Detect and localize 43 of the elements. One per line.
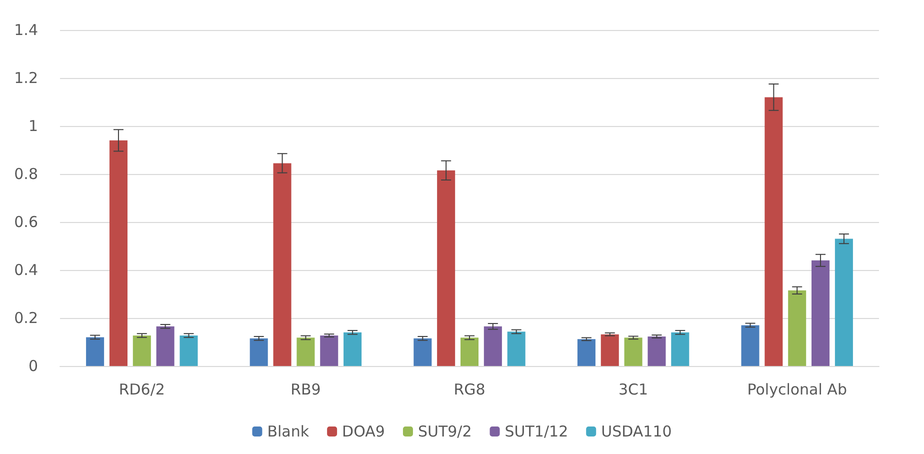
y-tick-label: 0.6 bbox=[14, 213, 38, 231]
bar bbox=[812, 260, 830, 366]
bar bbox=[86, 337, 104, 366]
bar bbox=[296, 338, 315, 366]
x-tick-label: RD6/2 bbox=[118, 380, 165, 398]
bar bbox=[156, 326, 174, 366]
bar bbox=[507, 332, 526, 366]
bar bbox=[250, 338, 268, 366]
bar bbox=[624, 338, 642, 366]
y-tick-label: 0.8 bbox=[14, 165, 38, 183]
bar bbox=[180, 336, 198, 366]
bar bbox=[788, 290, 806, 366]
bar bbox=[600, 334, 619, 366]
bar bbox=[414, 338, 432, 366]
y-tick-label: 0.4 bbox=[14, 261, 38, 279]
bar bbox=[109, 140, 128, 366]
bar bbox=[320, 336, 338, 366]
bar bbox=[460, 338, 479, 366]
x-tick-label: Polyclonal Ab bbox=[747, 380, 847, 398]
x-tick-label: 3C1 bbox=[618, 380, 648, 398]
bar bbox=[273, 163, 292, 366]
bar bbox=[437, 170, 456, 366]
bar bbox=[834, 238, 853, 366]
y-tick-label: 1.4 bbox=[14, 21, 38, 39]
bar bbox=[577, 339, 596, 366]
bar bbox=[741, 325, 760, 366]
x-tick-label: RB9 bbox=[290, 380, 321, 398]
bar bbox=[764, 97, 783, 366]
bar bbox=[344, 332, 362, 366]
y-tick-label: 0 bbox=[28, 357, 38, 375]
legend-label: SUT9/2 bbox=[418, 422, 472, 440]
y-tick-label: 0.2 bbox=[14, 309, 38, 327]
legend-label: USDA110 bbox=[601, 422, 672, 440]
bar bbox=[484, 326, 502, 366]
y-tick-label: 1 bbox=[28, 117, 38, 135]
legend-label: SUT1/12 bbox=[504, 422, 568, 440]
legend-label: Blank bbox=[267, 422, 310, 440]
bar bbox=[671, 332, 690, 366]
bar bbox=[132, 336, 151, 366]
legend-label: DOA9 bbox=[342, 422, 385, 440]
bar bbox=[648, 336, 666, 366]
x-tick-label: RG8 bbox=[454, 380, 486, 398]
y-tick-label: 1.2 bbox=[14, 69, 38, 87]
